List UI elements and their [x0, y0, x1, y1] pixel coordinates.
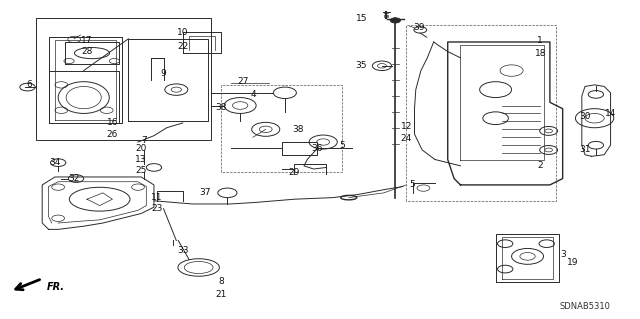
Text: 5: 5 — [410, 181, 415, 189]
Text: 29: 29 — [289, 168, 300, 177]
Circle shape — [390, 18, 401, 23]
Text: 39: 39 — [413, 23, 425, 32]
Text: 30: 30 — [579, 112, 591, 121]
Text: 26: 26 — [107, 130, 118, 138]
Text: 19: 19 — [566, 258, 578, 267]
Text: 2: 2 — [538, 161, 543, 170]
Text: 1: 1 — [538, 36, 543, 45]
Text: 17: 17 — [81, 36, 93, 45]
Text: 16: 16 — [107, 118, 118, 128]
Text: 28: 28 — [81, 47, 93, 56]
Text: 20: 20 — [136, 144, 147, 153]
Text: 7: 7 — [141, 136, 147, 145]
Text: 15: 15 — [356, 14, 367, 23]
Text: 18: 18 — [534, 48, 546, 58]
Text: 38: 38 — [215, 103, 227, 112]
Text: 25: 25 — [136, 166, 147, 175]
Text: 24: 24 — [401, 134, 412, 143]
Text: 8: 8 — [218, 277, 224, 286]
Text: SDNAB5310: SDNAB5310 — [559, 302, 611, 311]
Text: 6: 6 — [26, 80, 32, 89]
Text: 31: 31 — [579, 145, 591, 154]
Text: 35: 35 — [356, 61, 367, 70]
Text: 3: 3 — [560, 250, 566, 259]
Text: 38: 38 — [292, 125, 303, 134]
Text: 4: 4 — [250, 90, 256, 99]
Text: FR.: FR. — [47, 282, 65, 292]
Text: 21: 21 — [215, 290, 227, 299]
Text: 14: 14 — [605, 109, 616, 118]
Text: 33: 33 — [177, 246, 188, 255]
Text: 22: 22 — [177, 42, 188, 51]
Text: 11: 11 — [152, 193, 163, 202]
Text: 34: 34 — [49, 158, 61, 167]
Text: 12: 12 — [401, 122, 412, 131]
Text: 5: 5 — [339, 141, 345, 150]
Text: 37: 37 — [199, 188, 211, 197]
Text: 27: 27 — [237, 77, 249, 86]
Bar — [36, 18, 211, 140]
Text: 9: 9 — [161, 69, 166, 78]
Text: 36: 36 — [311, 144, 323, 153]
Text: 23: 23 — [152, 204, 163, 213]
Text: 13: 13 — [136, 155, 147, 164]
Text: 10: 10 — [177, 28, 188, 37]
Text: 32: 32 — [68, 174, 80, 183]
